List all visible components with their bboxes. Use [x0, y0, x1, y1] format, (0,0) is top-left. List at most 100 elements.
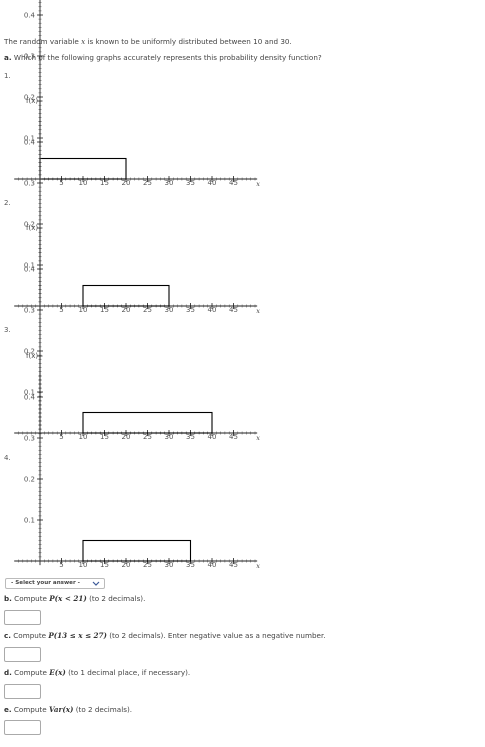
x-tick-label: 30	[165, 561, 174, 569]
part-b-label: b.	[4, 594, 12, 603]
x-tick-label: 15	[100, 179, 109, 187]
x-tick-label: 5	[59, 433, 63, 441]
x-tick-label: 5	[59, 306, 63, 314]
x-tick-label: 20	[122, 179, 131, 187]
part-a-label: a.	[4, 53, 12, 62]
y-tick-label: 0.4	[24, 11, 36, 19]
x-tick-label: 30	[165, 179, 174, 187]
part-e-post: (to 2 decimals).	[73, 705, 133, 714]
density-rectangle	[82, 539, 192, 562]
x-axis-label: x	[256, 307, 260, 315]
y-tick-label: 0.4	[24, 393, 36, 401]
x-tick-label: 15	[100, 433, 109, 441]
y-tick-label: 0.1	[24, 261, 35, 269]
y-tick-label: 0.2	[24, 475, 35, 483]
part-c-answer-input[interactable]	[4, 647, 41, 662]
y-axis-label: f(x)	[26, 224, 38, 232]
y-tick-label: 0.3	[24, 52, 35, 60]
x-tick-label: 40	[208, 433, 217, 441]
x-axis-label: x	[256, 434, 260, 442]
y-tick-label: 0.4	[24, 265, 36, 273]
x-tick-label: 10	[79, 179, 88, 187]
part-d-answer-input[interactable]	[4, 684, 41, 699]
x-tick-label: 20	[122, 306, 131, 314]
intro-post: is known to be uniformly distributed bet…	[85, 37, 292, 46]
part-d-post: (to 1 decimal place, if necessary).	[65, 668, 191, 677]
part-c-pre: Compute	[11, 631, 49, 640]
answer-select[interactable]: - Select your answer -	[5, 578, 105, 589]
x-tick-label: 40	[208, 561, 217, 569]
part-e-label: e.	[4, 705, 12, 714]
graph-option-number: 4.	[4, 454, 11, 462]
pdf-graph-option-3: 0.4 0.3 0.2 0.1 f(x) 5 10 15 20 25 30 35 40 45 x	[14, 224, 260, 442]
pdf-graph-option-4: 0.4 0.3 0.2 0.1 f(x) 5 10 15 20 25 30 35 40 45 x	[14, 352, 260, 570]
x-tick-label: 45	[229, 179, 238, 187]
part-e-math: Var(x)	[48, 705, 74, 714]
y-axis-label: f(x)	[26, 97, 38, 105]
intro-pre: The random variable	[4, 37, 82, 46]
x-tick-label: 15	[100, 306, 109, 314]
part-b-answer-input[interactable]	[4, 610, 41, 625]
part-a-text: Which of the following graphs accurately…	[11, 53, 322, 62]
x-tick-label: 35	[186, 179, 195, 187]
part-c-post: (to 2 decimals). Enter negative value as…	[106, 631, 326, 640]
x-tick-label: 35	[186, 433, 195, 441]
select-placeholder: - Select your answer -	[11, 580, 80, 586]
part-b-question: b. Compute P(x < 21) (to 2 decimals).	[4, 594, 145, 603]
pdf-graph-option-1: 0.4 0.3 0.2 0.1 f(x) 5 10 15 20 25 30 35 40 45 x	[14, 0, 260, 188]
y-tick-label: 0.2	[24, 347, 35, 355]
graph-option-number: 2.	[4, 199, 11, 207]
x-tick-label: 20	[122, 561, 131, 569]
part-a-question: a. Which of the following graphs accurat…	[4, 53, 322, 62]
density-rectangle	[82, 284, 170, 307]
chevron-down-icon	[92, 581, 100, 586]
x-tick-label: 45	[229, 306, 238, 314]
part-e-pre: Compute	[11, 705, 49, 714]
y-tick-label: 0.2	[24, 220, 35, 228]
part-b-pre: Compute	[11, 594, 50, 603]
part-d-question: d. Compute E(x) (to 1 decimal place, if …	[4, 668, 190, 677]
part-e-answer-input[interactable]	[4, 720, 41, 735]
x-tick-label: 35	[186, 561, 195, 569]
intro-text: The random variable x is known to be uni…	[4, 37, 292, 46]
x-tick-label: 45	[229, 561, 238, 569]
y-tick-label: 0.2	[24, 93, 35, 101]
x-tick-label: 5	[59, 561, 63, 569]
y-tick-label: 0.1	[24, 516, 35, 524]
part-d-math: E(x)	[49, 668, 66, 677]
part-c-math: P(13 ≤ x ≤ 27)	[48, 631, 107, 640]
x-tick-label: 30	[165, 306, 174, 314]
part-b-math: P(x < 21)	[49, 594, 87, 603]
x-tick-label: 10	[79, 433, 88, 441]
x-tick-label: 15	[100, 561, 109, 569]
y-tick-label: 0.3	[24, 306, 35, 314]
graph-option-number: 1.	[4, 72, 11, 80]
density-rectangle	[39, 157, 127, 180]
x-axis-label: x	[256, 562, 260, 570]
x-tick-label: 5	[59, 179, 63, 187]
x-tick-label: 10	[79, 561, 88, 569]
y-tick-label: 0.4	[24, 138, 36, 146]
x-tick-label: 25	[143, 561, 152, 569]
part-d-pre: Compute	[11, 668, 50, 677]
density-rectangle	[82, 411, 213, 434]
part-c-label: c.	[4, 631, 11, 640]
pdf-graph-option-2: 0.4 0.3 0.2 0.1 f(x) 5 10 15 20 25 30 35 40 45 x	[14, 97, 260, 315]
y-tick-label: 0.3	[24, 179, 35, 187]
x-tick-label: 40	[208, 306, 217, 314]
x-tick-label: 25	[143, 306, 152, 314]
x-axis-label: x	[256, 180, 260, 188]
y-axis-label: f(x)	[26, 352, 38, 360]
y-tick-label: 0.3	[24, 434, 35, 442]
x-tick-label: 45	[229, 433, 238, 441]
x-tick-label: 25	[143, 433, 152, 441]
x-tick-label: 30	[165, 433, 174, 441]
part-c-question: c. Compute P(13 ≤ x ≤ 27) (to 2 decimals…	[4, 631, 326, 640]
y-tick-label: 0.1	[24, 388, 35, 396]
graph-option-number: 3.	[4, 326, 11, 334]
part-b-post: (to 2 decimals).	[86, 594, 146, 603]
part-e-question: e. Compute Var(x) (to 2 decimals).	[4, 705, 132, 714]
x-tick-label: 10	[79, 306, 88, 314]
part-d-label: d.	[4, 668, 12, 677]
x-tick-label: 20	[122, 433, 131, 441]
